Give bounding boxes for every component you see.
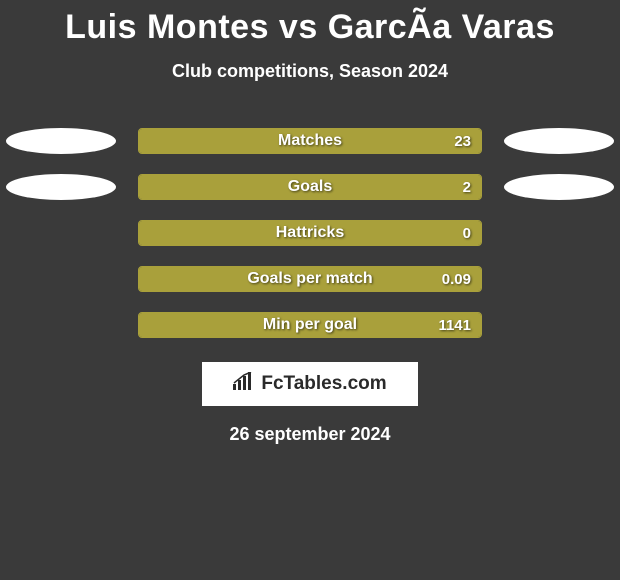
stat-bar: Matches23 (138, 128, 482, 154)
player-left-marker (6, 128, 116, 154)
comparison-card: Luis Montes vs GarcÃ­a Varas Club compet… (0, 0, 620, 445)
stat-bar: Min per goal1141 (138, 312, 482, 338)
player-right-marker (504, 174, 614, 200)
page-title: Luis Montes vs GarcÃ­a Varas (0, 8, 620, 47)
stat-bar: Goals2 (138, 174, 482, 200)
stat-row: Goals2 (0, 164, 620, 210)
stat-bar-fill (139, 175, 481, 199)
stat-bar-fill (139, 129, 481, 153)
date-text: 26 september 2024 (0, 424, 620, 445)
stat-bar-fill (139, 221, 481, 245)
logo-box: FcTables.com (202, 362, 418, 406)
player-right-marker (504, 128, 614, 154)
stat-row: Goals per match0.09 (0, 256, 620, 302)
stat-rows: Matches23 Goals2 Hattricks0 Goals per match… (0, 118, 620, 348)
player-left-marker (6, 174, 116, 200)
subtitle: Club competitions, Season 2024 (0, 61, 620, 82)
stat-bar: Hattricks0 (138, 220, 482, 246)
bars-icon (233, 372, 255, 396)
logo: FcTables.com (233, 372, 386, 396)
stat-row: Hattricks0 (0, 210, 620, 256)
logo-text: FcTables.com (261, 373, 386, 395)
stat-bar-fill (139, 267, 481, 291)
stat-row: Matches23 (0, 118, 620, 164)
stat-row: Min per goal1141 (0, 302, 620, 348)
stat-bar: Goals per match0.09 (138, 266, 482, 292)
stat-bar-fill (139, 313, 481, 337)
